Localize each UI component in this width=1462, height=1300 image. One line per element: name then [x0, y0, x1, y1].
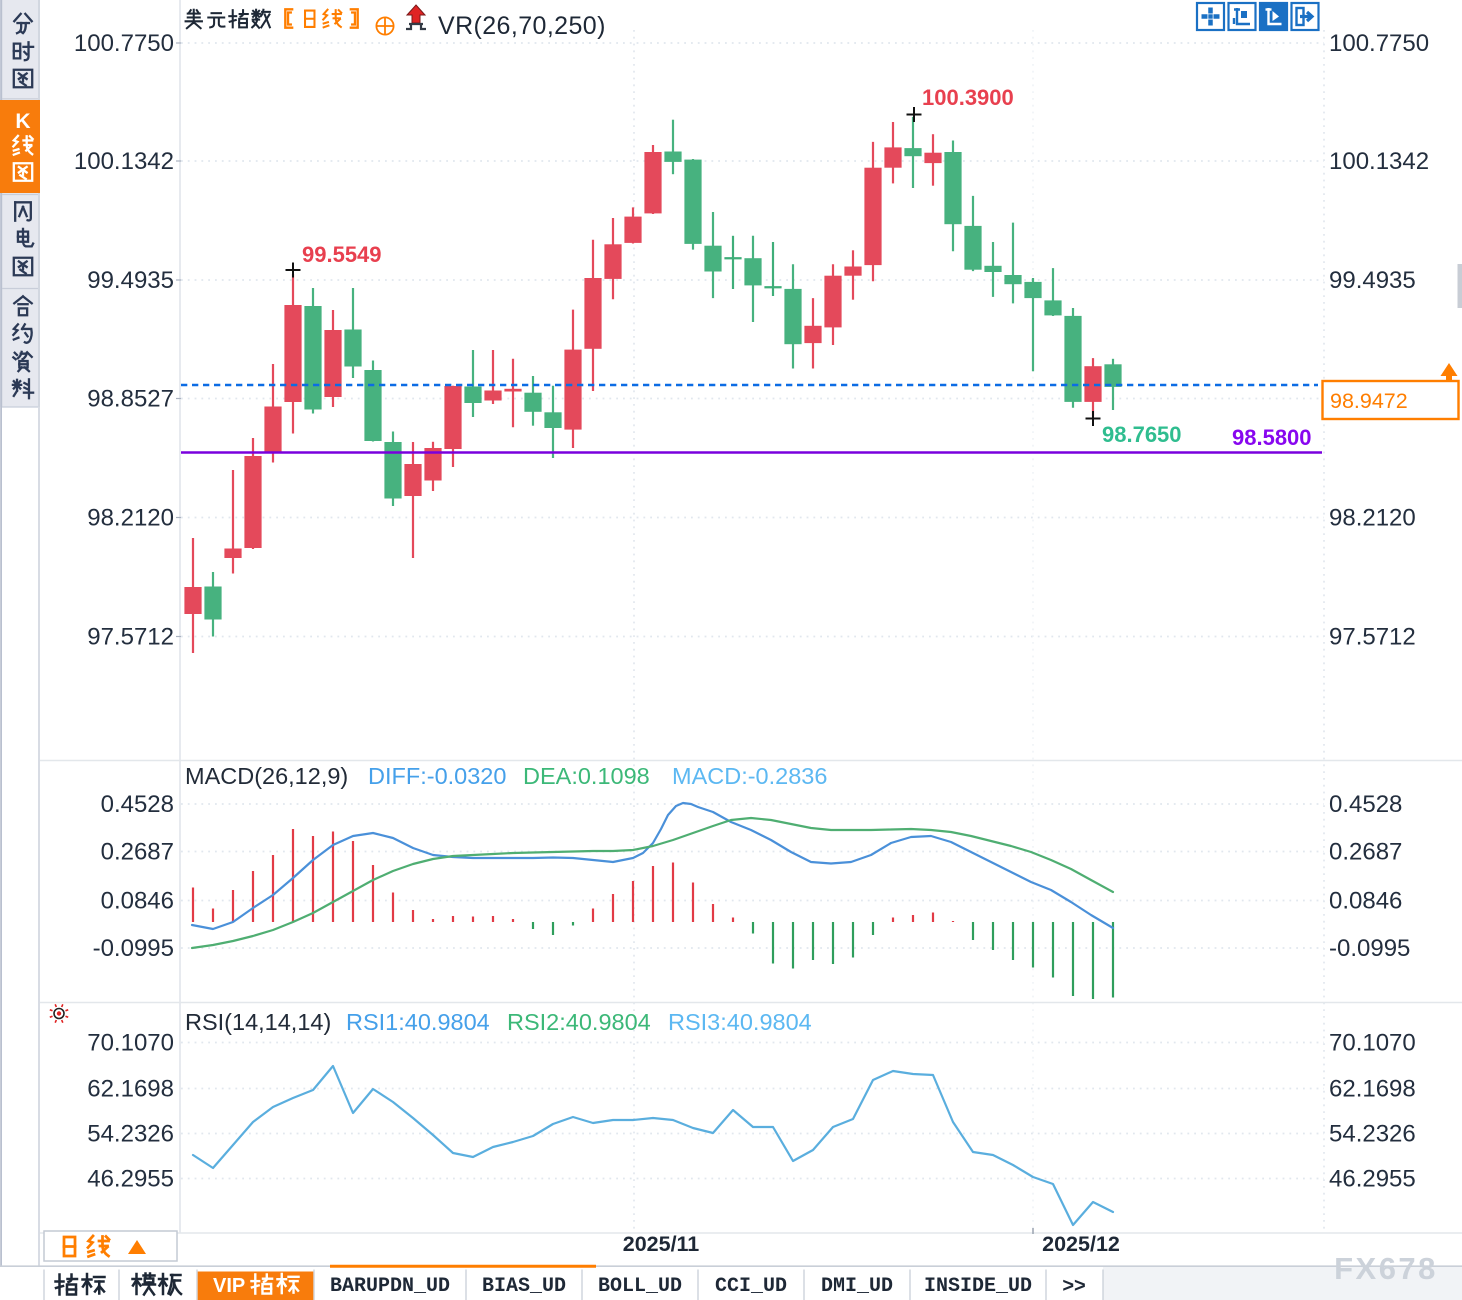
- svg-text:BIAS_UD: BIAS_UD: [482, 1275, 566, 1298]
- svg-text:2025/12: 2025/12: [1042, 1232, 1120, 1256]
- svg-text:97.5712: 97.5712: [87, 624, 174, 651]
- svg-text:DIFF:-0.0320: DIFF:-0.0320: [368, 763, 506, 789]
- svg-text:98.7650: 98.7650: [1102, 422, 1182, 447]
- svg-text:46.2955: 46.2955: [87, 1166, 174, 1193]
- svg-text:BOLL_UD: BOLL_UD: [598, 1275, 682, 1298]
- svg-text:DEA:0.1098: DEA:0.1098: [523, 763, 650, 789]
- svg-text:100.1342: 100.1342: [74, 148, 174, 175]
- svg-text:RSI3:40.9804: RSI3:40.9804: [668, 1009, 812, 1035]
- svg-text:100.3900: 100.3900: [922, 85, 1014, 110]
- svg-text:99.5549: 99.5549: [302, 242, 382, 267]
- svg-text:62.1698: 62.1698: [87, 1076, 174, 1103]
- svg-text:BARUPDN_UD: BARUPDN_UD: [330, 1275, 450, 1298]
- svg-text:FX678: FX678: [1334, 1251, 1438, 1286]
- svg-text:VIP: VIP: [213, 1275, 245, 1297]
- svg-text:98.2120: 98.2120: [87, 505, 174, 532]
- svg-text:RSI2:40.9804: RSI2:40.9804: [507, 1009, 651, 1035]
- svg-text:0.2687: 0.2687: [1329, 839, 1402, 866]
- svg-text:2025/11: 2025/11: [623, 1232, 700, 1256]
- svg-text:98.8527: 98.8527: [87, 386, 174, 413]
- svg-text:98.5800: 98.5800: [1232, 425, 1312, 450]
- svg-text:MACD:-0.2836: MACD:-0.2836: [672, 763, 827, 789]
- svg-text:62.1698: 62.1698: [1329, 1076, 1416, 1103]
- svg-text:K: K: [15, 110, 30, 133]
- svg-text:0.4528: 0.4528: [1329, 791, 1402, 818]
- svg-text:46.2955: 46.2955: [1329, 1166, 1416, 1193]
- svg-text:100.7750: 100.7750: [74, 30, 174, 57]
- svg-text:100.7750: 100.7750: [1329, 30, 1429, 57]
- svg-text:DMI_UD: DMI_UD: [821, 1275, 893, 1298]
- svg-text:54.2326: 54.2326: [87, 1121, 174, 1148]
- svg-text:100.1342: 100.1342: [1329, 148, 1429, 175]
- svg-text:0.0846: 0.0846: [1329, 888, 1402, 915]
- svg-text:0.2687: 0.2687: [101, 839, 174, 866]
- svg-text:70.1070: 70.1070: [1329, 1030, 1416, 1057]
- svg-text:-0.0995: -0.0995: [93, 935, 174, 962]
- svg-text:0.0846: 0.0846: [101, 888, 174, 915]
- svg-text:99.4935: 99.4935: [1329, 267, 1416, 294]
- svg-text:0.4528: 0.4528: [101, 791, 174, 818]
- svg-text:98.9472: 98.9472: [1330, 389, 1408, 413]
- svg-text:CCI_UD: CCI_UD: [715, 1275, 787, 1298]
- svg-text:VR(26,70,250): VR(26,70,250): [438, 12, 606, 40]
- svg-text:-0.0995: -0.0995: [1329, 935, 1410, 962]
- svg-text:70.1070: 70.1070: [87, 1030, 174, 1057]
- svg-text:MACD(26,12,9): MACD(26,12,9): [185, 763, 348, 789]
- svg-text:97.5712: 97.5712: [1329, 624, 1416, 651]
- svg-text:INSIDE_UD: INSIDE_UD: [924, 1275, 1032, 1298]
- svg-text:>>: >>: [1062, 1275, 1085, 1297]
- svg-text:54.2326: 54.2326: [1329, 1121, 1416, 1148]
- svg-text:RSI(14,14,14): RSI(14,14,14): [185, 1009, 331, 1035]
- svg-text:98.2120: 98.2120: [1329, 505, 1416, 532]
- svg-text:RSI1:40.9804: RSI1:40.9804: [346, 1009, 490, 1035]
- svg-text:99.4935: 99.4935: [87, 267, 174, 294]
